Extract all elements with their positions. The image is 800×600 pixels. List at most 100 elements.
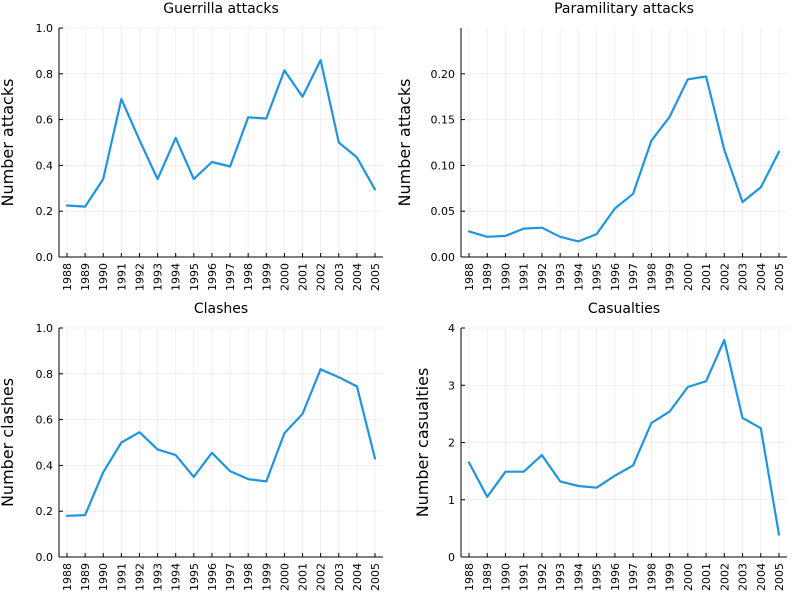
- x-tick-label: 1991: [518, 563, 531, 591]
- x-tick-label: 1988: [61, 263, 74, 291]
- y-axis-label: Number attacks: [0, 79, 17, 207]
- x-tick-label: 1990: [97, 263, 110, 291]
- x-tick-label: 1997: [627, 563, 640, 591]
- series-line: [467, 338, 781, 536]
- x-tick-label: 1996: [609, 563, 622, 591]
- x-tick-label: 1989: [481, 263, 494, 291]
- y-tick-label: 4: [448, 322, 455, 335]
- x-tick-label: 1994: [170, 263, 183, 291]
- x-tick-label: 1994: [572, 563, 585, 591]
- chart-title: Clashes: [194, 301, 248, 317]
- chart-panel-4: 0 1 2 3 4 1988 1989 1990 1991 1992 1993 1994 1995 199…: [413, 301, 787, 591]
- y-tick-label: 0.20: [431, 68, 456, 81]
- x-tick-label: 1990: [97, 563, 110, 591]
- x-tick-label: 1992: [133, 263, 146, 291]
- y-tick-label: 0: [448, 551, 455, 564]
- y-tick-label: 0.2: [36, 205, 54, 218]
- y-tick-label: 0.4: [36, 159, 54, 172]
- x-tick-label: 1992: [536, 263, 549, 291]
- x-tick-label: 1995: [591, 263, 604, 291]
- chart-panel-2: 0.00 0.05 0.10 0.15 0.20 1988 1989 1990 1991 1992…: [395, 1, 787, 291]
- x-tick-label: 2001: [297, 563, 310, 591]
- y-tick-label: 0.10: [431, 159, 456, 172]
- x-tick-label: 2004: [755, 563, 768, 591]
- x-tick-label: 2002: [315, 263, 328, 291]
- y-tick-label: 0.6: [36, 114, 54, 127]
- x-tick-label: 1988: [463, 263, 476, 291]
- y-tick-label: 0.8: [36, 368, 54, 381]
- x-tick-label: 1992: [536, 563, 549, 591]
- x-tick-label: 1993: [554, 563, 567, 591]
- x-tick-label: 1997: [627, 263, 640, 291]
- y-axis-label: Number casualties: [413, 368, 432, 518]
- y-tick-label: 0.2: [36, 505, 54, 518]
- x-tick-label: 1996: [609, 263, 622, 291]
- x-tick-label: 1989: [79, 563, 92, 591]
- x-tick-label: 2000: [278, 263, 291, 291]
- chart-panel-3: 0.0 0.2 0.4 0.6 0.8 1.0 1988 1989 1990 1991 1992 19…: [0, 301, 383, 591]
- x-tick-label: 1997: [224, 563, 237, 591]
- x-tick-label: 2002: [718, 563, 731, 591]
- x-tick-label: 1992: [133, 563, 146, 591]
- y-tick-label: 1: [448, 494, 455, 507]
- x-tick-label: 2004: [755, 263, 768, 291]
- y-tick-label: 0.05: [431, 205, 456, 218]
- y-tick-label: 1.0: [36, 22, 54, 35]
- x-tick-label: 1995: [188, 263, 201, 291]
- y-tick-label: 0.0: [36, 551, 54, 564]
- x-tick-label: 2004: [351, 563, 364, 591]
- x-tick-label: 2003: [333, 263, 346, 291]
- x-tick-label: 1991: [115, 563, 128, 591]
- x-tick-label: 1996: [206, 563, 219, 591]
- x-tick-label: 2005: [369, 563, 382, 591]
- x-tick-label: 1995: [591, 563, 604, 591]
- y-tick-label: 0.8: [36, 68, 54, 81]
- x-tick-label: 1995: [188, 563, 201, 591]
- x-tick-label: 2001: [700, 563, 713, 591]
- x-tick-label: 1998: [645, 263, 658, 291]
- y-tick-label: 2: [448, 437, 455, 450]
- x-tick-label: 2003: [737, 563, 750, 591]
- x-tick-label: 1991: [518, 263, 531, 291]
- x-tick-label: 1993: [152, 563, 165, 591]
- x-tick-label: 1993: [152, 263, 165, 291]
- x-tick-label: 1998: [242, 263, 255, 291]
- x-tick-label: 1993: [554, 263, 567, 291]
- x-tick-label: 1994: [170, 563, 183, 591]
- x-tick-label: 1998: [645, 563, 658, 591]
- x-tick-label: 2005: [369, 263, 382, 291]
- chart-title: Paramilitary attacks: [554, 1, 694, 17]
- x-tick-label: 1988: [61, 563, 74, 591]
- x-tick-label: 1998: [242, 563, 255, 591]
- x-tick-label: 1989: [79, 263, 92, 291]
- x-tick-label: 1996: [206, 263, 219, 291]
- y-tick-label: 0.6: [36, 414, 54, 427]
- y-tick-label: 0.15: [431, 114, 456, 127]
- x-tick-label: 2001: [700, 263, 713, 291]
- x-tick-label: 1990: [499, 263, 512, 291]
- series-line: [467, 75, 781, 243]
- chart-title: Casualties: [588, 301, 660, 317]
- x-tick-label: 1999: [260, 263, 273, 291]
- y-tick-label: 0.4: [36, 459, 54, 472]
- x-tick-label: 2005: [773, 563, 786, 591]
- series-line: [65, 58, 377, 208]
- x-tick-label: 1988: [463, 563, 476, 591]
- x-tick-label: 1999: [260, 563, 273, 591]
- y-tick-label: 0.0: [36, 251, 54, 264]
- x-tick-label: 1997: [224, 263, 237, 291]
- x-tick-label: 1990: [499, 563, 512, 591]
- y-axis-label: Number attacks: [395, 79, 414, 207]
- x-tick-label: 2004: [351, 263, 364, 291]
- x-tick-label: 1991: [115, 263, 128, 291]
- y-tick-label: 1.0: [36, 322, 54, 335]
- x-tick-label: 2003: [333, 563, 346, 591]
- x-tick-label: 1999: [664, 563, 677, 591]
- x-tick-label: 2003: [737, 263, 750, 291]
- x-tick-label: 1989: [481, 563, 494, 591]
- x-tick-label: 2000: [278, 563, 291, 591]
- chart-title: Guerrilla attacks: [163, 1, 279, 17]
- x-tick-label: 2002: [718, 263, 731, 291]
- chart-panel-1: 0.0 0.2 0.4 0.6 0.8 1.0 1988 1989 1990 1991 1992 19…: [0, 1, 383, 291]
